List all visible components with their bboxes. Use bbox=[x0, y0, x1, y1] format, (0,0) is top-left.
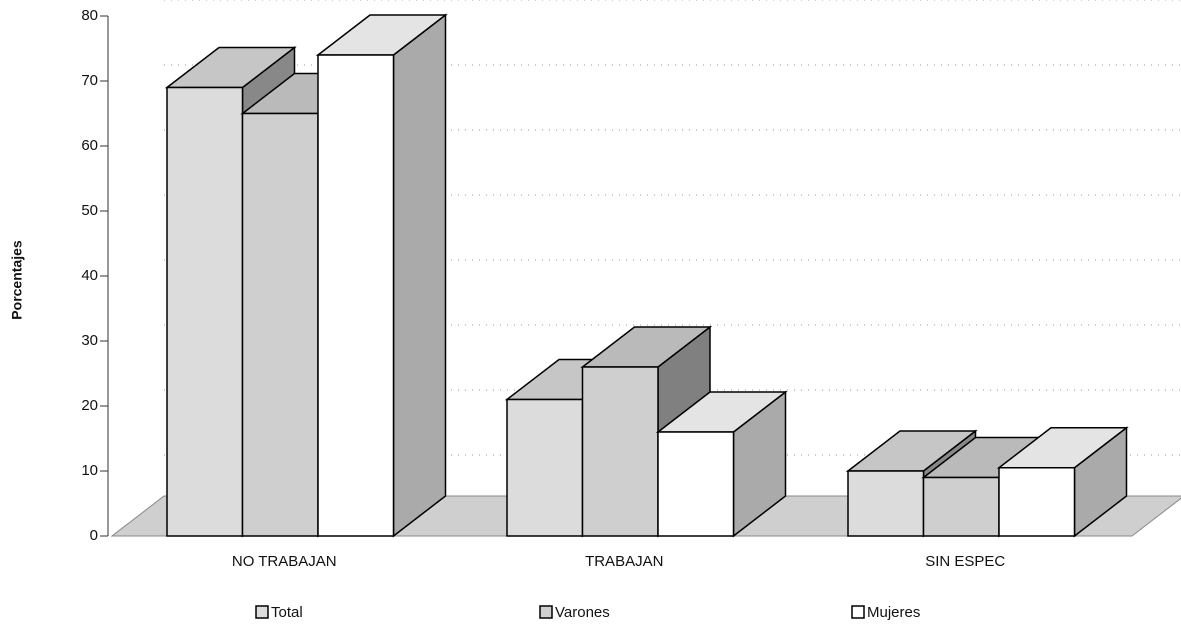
y-tick-label: 50 bbox=[81, 202, 98, 219]
bar-front bbox=[166, 86, 244, 537]
y-axis-label: Porcentajes bbox=[9, 240, 25, 320]
legend-swatch bbox=[851, 605, 865, 619]
bar bbox=[315, 13, 448, 538]
bar-front bbox=[922, 476, 1000, 537]
bar-side bbox=[392, 13, 447, 538]
y-tick-label: 30 bbox=[81, 332, 98, 349]
bar-front bbox=[241, 112, 319, 537]
legend-swatch bbox=[539, 605, 553, 619]
bar-front bbox=[657, 431, 735, 537]
bar-front bbox=[847, 470, 925, 537]
legend-swatch bbox=[255, 605, 269, 619]
y-tick-label: 80 bbox=[81, 7, 98, 24]
bar-front bbox=[506, 398, 584, 537]
y-tick-label: 0 bbox=[90, 527, 98, 544]
bar bbox=[996, 426, 1129, 538]
x-tick-label: SIN ESPEC bbox=[925, 553, 1005, 570]
legend-label: Varones bbox=[555, 604, 610, 621]
bar-front bbox=[317, 54, 395, 537]
bar bbox=[655, 390, 788, 538]
x-tick-label: NO TRABAJAN bbox=[232, 553, 337, 570]
y-tick-label: 10 bbox=[81, 462, 98, 479]
y-tick-label: 70 bbox=[81, 72, 98, 89]
y-tick-label: 40 bbox=[81, 267, 98, 284]
legend-label: Total bbox=[271, 604, 303, 621]
y-tick-label: 20 bbox=[81, 397, 98, 414]
bar-front bbox=[581, 366, 659, 537]
x-tick-label: TRABAJAN bbox=[585, 553, 663, 570]
bar-front bbox=[998, 467, 1076, 537]
y-tick-label: 60 bbox=[81, 137, 98, 154]
legend-label: Mujeres bbox=[867, 604, 920, 621]
